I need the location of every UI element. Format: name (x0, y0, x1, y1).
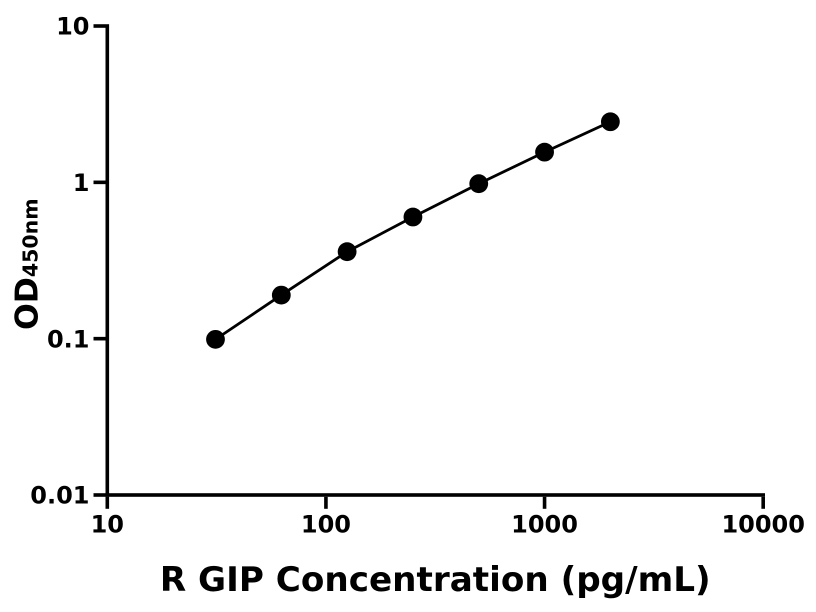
data-point-marker (403, 207, 423, 227)
y-axis-title: OD450nm (10, 198, 46, 330)
y-axis-line (105, 24, 110, 497)
x-tick-label: 100 (301, 511, 351, 539)
data-series (206, 112, 620, 349)
x-tick-mark (105, 496, 110, 509)
y-tick-label: 10 (56, 13, 89, 41)
axes (105, 24, 765, 497)
y-tick-label: 1 (73, 169, 90, 197)
x-axis-line (105, 493, 765, 497)
axis-tick-labels: 10 100 1000 10000 0.01 0.1 1 10 (30, 13, 805, 539)
x-tick-label: 10 (91, 511, 124, 539)
x-tick-mark (542, 496, 547, 509)
data-point-marker (600, 112, 620, 132)
y-axis-title-subscript: 450nm (19, 198, 43, 277)
data-point-marker (535, 142, 554, 162)
y-tick-mark (93, 180, 106, 185)
y-tick-mark (93, 336, 106, 341)
data-point-marker (337, 242, 357, 262)
data-point-marker (271, 285, 291, 305)
data-point-marker (206, 329, 225, 349)
x-axis-title: R GIP Concentration (pg/mL) (160, 560, 711, 600)
x-tick-label: 1000 (511, 511, 578, 539)
x-tick-mark (761, 496, 765, 509)
x-tick-mark (324, 496, 328, 509)
y-tick-mark (93, 493, 106, 497)
y-tick-label: 0.01 (30, 482, 89, 510)
x-tick-label: 10000 (721, 511, 805, 539)
data-point-marker (469, 174, 489, 194)
y-axis-title-main: OD (10, 277, 46, 330)
axis-ticks (93, 24, 765, 509)
y-tick-mark (93, 24, 106, 28)
y-tick-label: 0.1 (47, 325, 90, 353)
